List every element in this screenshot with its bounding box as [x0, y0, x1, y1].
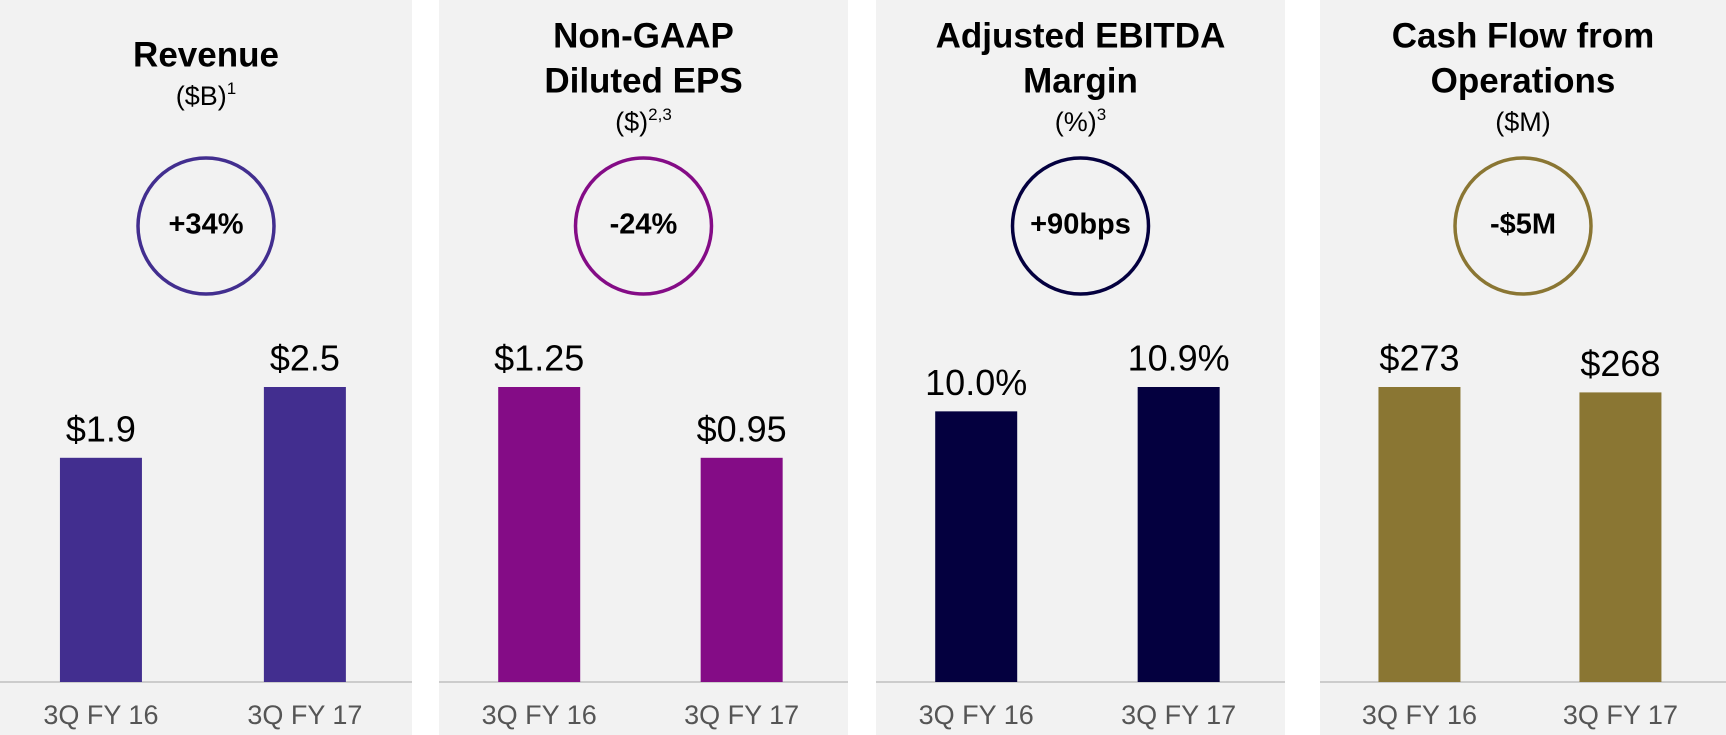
- bar: [59, 457, 142, 682]
- bar: [1137, 387, 1220, 682]
- chart-title: Diluted EPS: [544, 61, 742, 100]
- change-annotation: -$5M: [1490, 209, 1556, 241]
- x-tick-label: 3Q FY 16: [482, 700, 597, 730]
- value-label: $1.25: [494, 338, 584, 379]
- value-label: $273: [1379, 338, 1459, 379]
- change-circle: [1010, 156, 1151, 296]
- change-circle: [1453, 156, 1593, 296]
- bar: [1378, 387, 1461, 682]
- bar: [935, 411, 1018, 682]
- bar: [700, 457, 783, 682]
- value-label: 10.0%: [925, 362, 1027, 403]
- x-tick-label: 3Q FY 17: [1121, 700, 1236, 730]
- x-tick-label: 3Q FY 16: [1362, 700, 1477, 730]
- subtitle-text: (%): [1055, 107, 1097, 137]
- chart-subtitle: ($M): [1495, 107, 1551, 137]
- chart-title: Revenue: [133, 35, 279, 74]
- value-label: $2.5: [270, 338, 340, 379]
- change-annotation: +90bps: [1030, 209, 1131, 241]
- bar: [498, 387, 581, 682]
- footnote-marker: 3: [1097, 105, 1106, 124]
- chart-subtitle: ($)2,3: [615, 105, 672, 137]
- subtitle-text: ($): [615, 107, 648, 137]
- chart-title: Adjusted EBITDA: [936, 16, 1226, 55]
- bar: [263, 387, 346, 682]
- change-circle: [573, 156, 714, 296]
- value-label: 10.9%: [1128, 338, 1230, 379]
- chart-title: Operations: [1431, 61, 1616, 100]
- change-annotation: +34%: [169, 209, 244, 241]
- subtitle-text: ($B): [176, 81, 227, 111]
- x-tick-label: 3Q FY 17: [247, 700, 362, 730]
- change-annotation: -24%: [610, 209, 678, 241]
- x-tick-label: 3Q FY 17: [1563, 700, 1678, 730]
- footnote-marker: 1: [227, 79, 236, 98]
- chart-subtitle: ($B)1: [176, 79, 236, 111]
- chart-title: Margin: [1023, 61, 1138, 100]
- subtitle-text: ($M): [1495, 107, 1551, 137]
- chart-title: Cash Flow from: [1392, 16, 1655, 55]
- change-circle: [136, 156, 276, 296]
- value-label: $0.95: [697, 408, 787, 449]
- value-label: $1.9: [66, 408, 136, 449]
- bar: [1579, 392, 1662, 682]
- chart-title: Non-GAAP: [553, 16, 734, 55]
- x-tick-label: 3Q FY 17: [684, 700, 799, 730]
- x-tick-label: 3Q FY 16: [43, 700, 158, 730]
- chart-subtitle: (%)3: [1055, 105, 1106, 137]
- value-label: $268: [1580, 343, 1660, 384]
- x-tick-label: 3Q FY 16: [919, 700, 1034, 730]
- footnote-marker: 2,3: [648, 105, 672, 124]
